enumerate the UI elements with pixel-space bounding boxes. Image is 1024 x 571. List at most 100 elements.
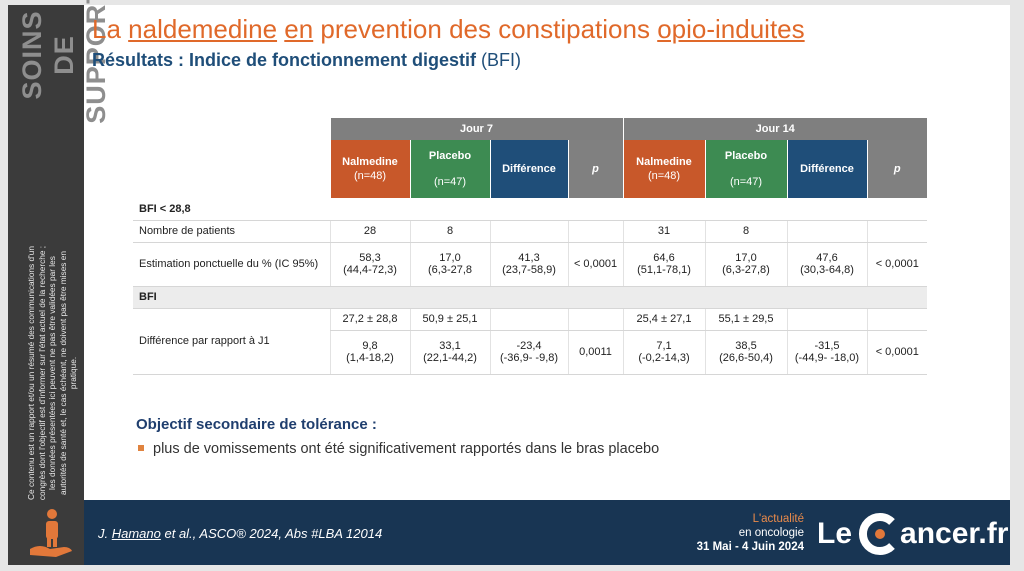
cell: 17,0 (6,3-27,8) bbox=[704, 242, 787, 287]
cell: 8 bbox=[704, 220, 787, 243]
column-header: Différence bbox=[786, 140, 867, 198]
cell-line: 25,4 ± 27,1 bbox=[636, 313, 692, 325]
cell: 31 bbox=[622, 220, 705, 243]
cell-line: 64,6 bbox=[653, 252, 675, 264]
cell: 50,9 ± 25,1 bbox=[409, 308, 490, 331]
section-title: BFI < 28,8 bbox=[133, 198, 927, 221]
cell-line: 8 bbox=[446, 225, 454, 237]
data-row: Nombre de patients 28 8 31 8 bbox=[133, 220, 927, 243]
data-row: Estimation ponctuelle du % (IC 95%) 58,3(… bbox=[133, 242, 927, 287]
cell-line: 0,0011 bbox=[579, 346, 612, 358]
title: La naldemedine en prevention des constip… bbox=[92, 14, 805, 45]
cell-line: 47,6 bbox=[816, 252, 838, 264]
cell-line: (6,3-27,8) bbox=[722, 264, 770, 276]
cell-line: 41,3 bbox=[518, 252, 540, 264]
column-name: Nalmedine bbox=[636, 156, 692, 168]
title-part: prevention des constipations bbox=[313, 14, 658, 44]
tagline-line: L'actualité bbox=[752, 513, 804, 525]
cell: 28 bbox=[329, 220, 410, 243]
cell-line: (-44,9- -18,0) bbox=[794, 352, 860, 364]
cell: 58,3 (44,4-72,3) bbox=[329, 242, 410, 287]
title-part: naldemedine bbox=[128, 14, 278, 44]
citation-part: J. bbox=[98, 526, 112, 541]
column-name: Placebo bbox=[428, 150, 472, 162]
column-header: Nalmedine (n=48) bbox=[329, 140, 410, 198]
cell-line: (30,3-64,8) bbox=[800, 264, 854, 276]
cell: 38,5 (26,6-50,4) bbox=[704, 330, 787, 375]
cell: -23,4 (-36,9- -9,8) bbox=[489, 330, 568, 375]
column-header: Placebo (n=47) bbox=[704, 140, 787, 198]
secondary-heading: Objectif secondaire de tolérance : bbox=[136, 416, 377, 433]
title-part: La bbox=[92, 14, 129, 44]
cell-line: 7,1 bbox=[656, 340, 672, 352]
title-part: opio-induites bbox=[657, 14, 805, 44]
cell-line: 8 bbox=[742, 225, 750, 237]
corner bbox=[133, 118, 330, 140]
cell: 47,6 (30,3-64,8) bbox=[786, 242, 867, 287]
row-label: Estimation ponctuelle du % (IC 95%) bbox=[133, 242, 330, 287]
cell-line: 17,0 bbox=[735, 252, 757, 264]
footer: J. Hamano et al., ASCO® 2024, Abs #LBA 1… bbox=[84, 500, 1010, 565]
cell bbox=[786, 220, 867, 243]
sidebar: SOINS DE SUPPORT Ce contenu est un rappo… bbox=[8, 0, 111, 565]
citation-part: et al., ASCO® 2024, Abs #LBA 12014 bbox=[160, 526, 383, 541]
header-row: Jour 7 Jour 14 bbox=[133, 118, 927, 140]
cell: < 0,0001 bbox=[866, 242, 927, 287]
column-name: Différence bbox=[502, 163, 556, 175]
tagline: L'actualité en oncologie 31 Mai - 4 Juin… bbox=[674, 512, 804, 554]
column-header: p bbox=[567, 140, 623, 198]
logo-c bbox=[858, 513, 895, 555]
title-part: en bbox=[284, 14, 314, 44]
cell bbox=[567, 220, 623, 243]
cell: 64,6 (51,1-78,1) bbox=[622, 242, 705, 287]
cell: 17,0 (6,3-27,8 bbox=[409, 242, 490, 287]
logo: Le ancer.fr bbox=[817, 512, 1008, 556]
cell bbox=[866, 220, 927, 243]
cell: 0,0011 bbox=[567, 330, 623, 375]
column-name: Différence bbox=[800, 163, 854, 175]
section-row: BFI bbox=[133, 286, 927, 309]
cell bbox=[866, 308, 927, 331]
section-label: SOINS DE SUPPORT bbox=[16, 0, 111, 140]
bullet-list: plus de vomissements ont été significati… bbox=[136, 441, 659, 457]
column-header: p bbox=[866, 140, 927, 198]
cell-line: (6,3-27,8 bbox=[427, 264, 473, 276]
support-icon bbox=[30, 509, 72, 557]
cell-line: 58,3 bbox=[359, 252, 381, 264]
cell-line: (-36,9- -9,8) bbox=[499, 352, 559, 364]
column-n: (n=47) bbox=[729, 176, 763, 188]
column-n: (n=47) bbox=[433, 176, 467, 188]
cell bbox=[786, 308, 867, 331]
cell: 33,1 (22,1-44,2) bbox=[409, 330, 490, 375]
logo-text: Le bbox=[817, 517, 853, 550]
cell: 9,8 (1,4-18,2) bbox=[329, 330, 410, 375]
bullet: plus de vomissements ont été significati… bbox=[136, 441, 659, 457]
cell-line: 27,2 ± 28,8 bbox=[342, 313, 398, 325]
cell-line: 28 bbox=[363, 225, 377, 237]
subtitle: Résultats : Indice de fonctionnement dig… bbox=[92, 50, 521, 71]
cell bbox=[489, 220, 568, 243]
cell-line: 17,0 bbox=[439, 252, 461, 264]
cell-line: 50,9 ± 25,1 bbox=[422, 313, 478, 325]
tagline-line: en oncologie bbox=[738, 527, 804, 539]
column-name: p bbox=[592, 163, 599, 175]
cell bbox=[489, 308, 568, 331]
cell-line: 38,5 bbox=[735, 340, 757, 352]
column-name: Placebo bbox=[724, 150, 768, 162]
section-title: BFI bbox=[133, 286, 927, 309]
subtitle-part: Résultats : Indice de fonctionnement dig… bbox=[92, 50, 482, 70]
day-header: Jour 7 bbox=[329, 118, 623, 140]
day-header: Jour 14 bbox=[622, 118, 927, 140]
data-row: Différence par rapport à J1 27,2 ± 28,8 50… bbox=[133, 308, 927, 375]
subtitle-part: (BFI) bbox=[481, 50, 522, 70]
cell-line: (22,1-44,2) bbox=[423, 352, 477, 364]
cell: -31,5 (-44,9- -18,0) bbox=[786, 330, 867, 375]
cell-line: 55,1 ± 29,5 bbox=[718, 313, 774, 325]
cell-line: < 0,0001 bbox=[573, 258, 618, 270]
citation: J. Hamano et al., ASCO® 2024, Abs #LBA 1… bbox=[98, 526, 382, 541]
cell-line: < 0,0001 bbox=[875, 346, 919, 358]
disclaimer: Ce contenu est un rapport et/ou un résum… bbox=[26, 245, 78, 501]
cell-line: 9,8 bbox=[362, 340, 378, 352]
cell-line: (44,4-72,3) bbox=[343, 264, 397, 276]
